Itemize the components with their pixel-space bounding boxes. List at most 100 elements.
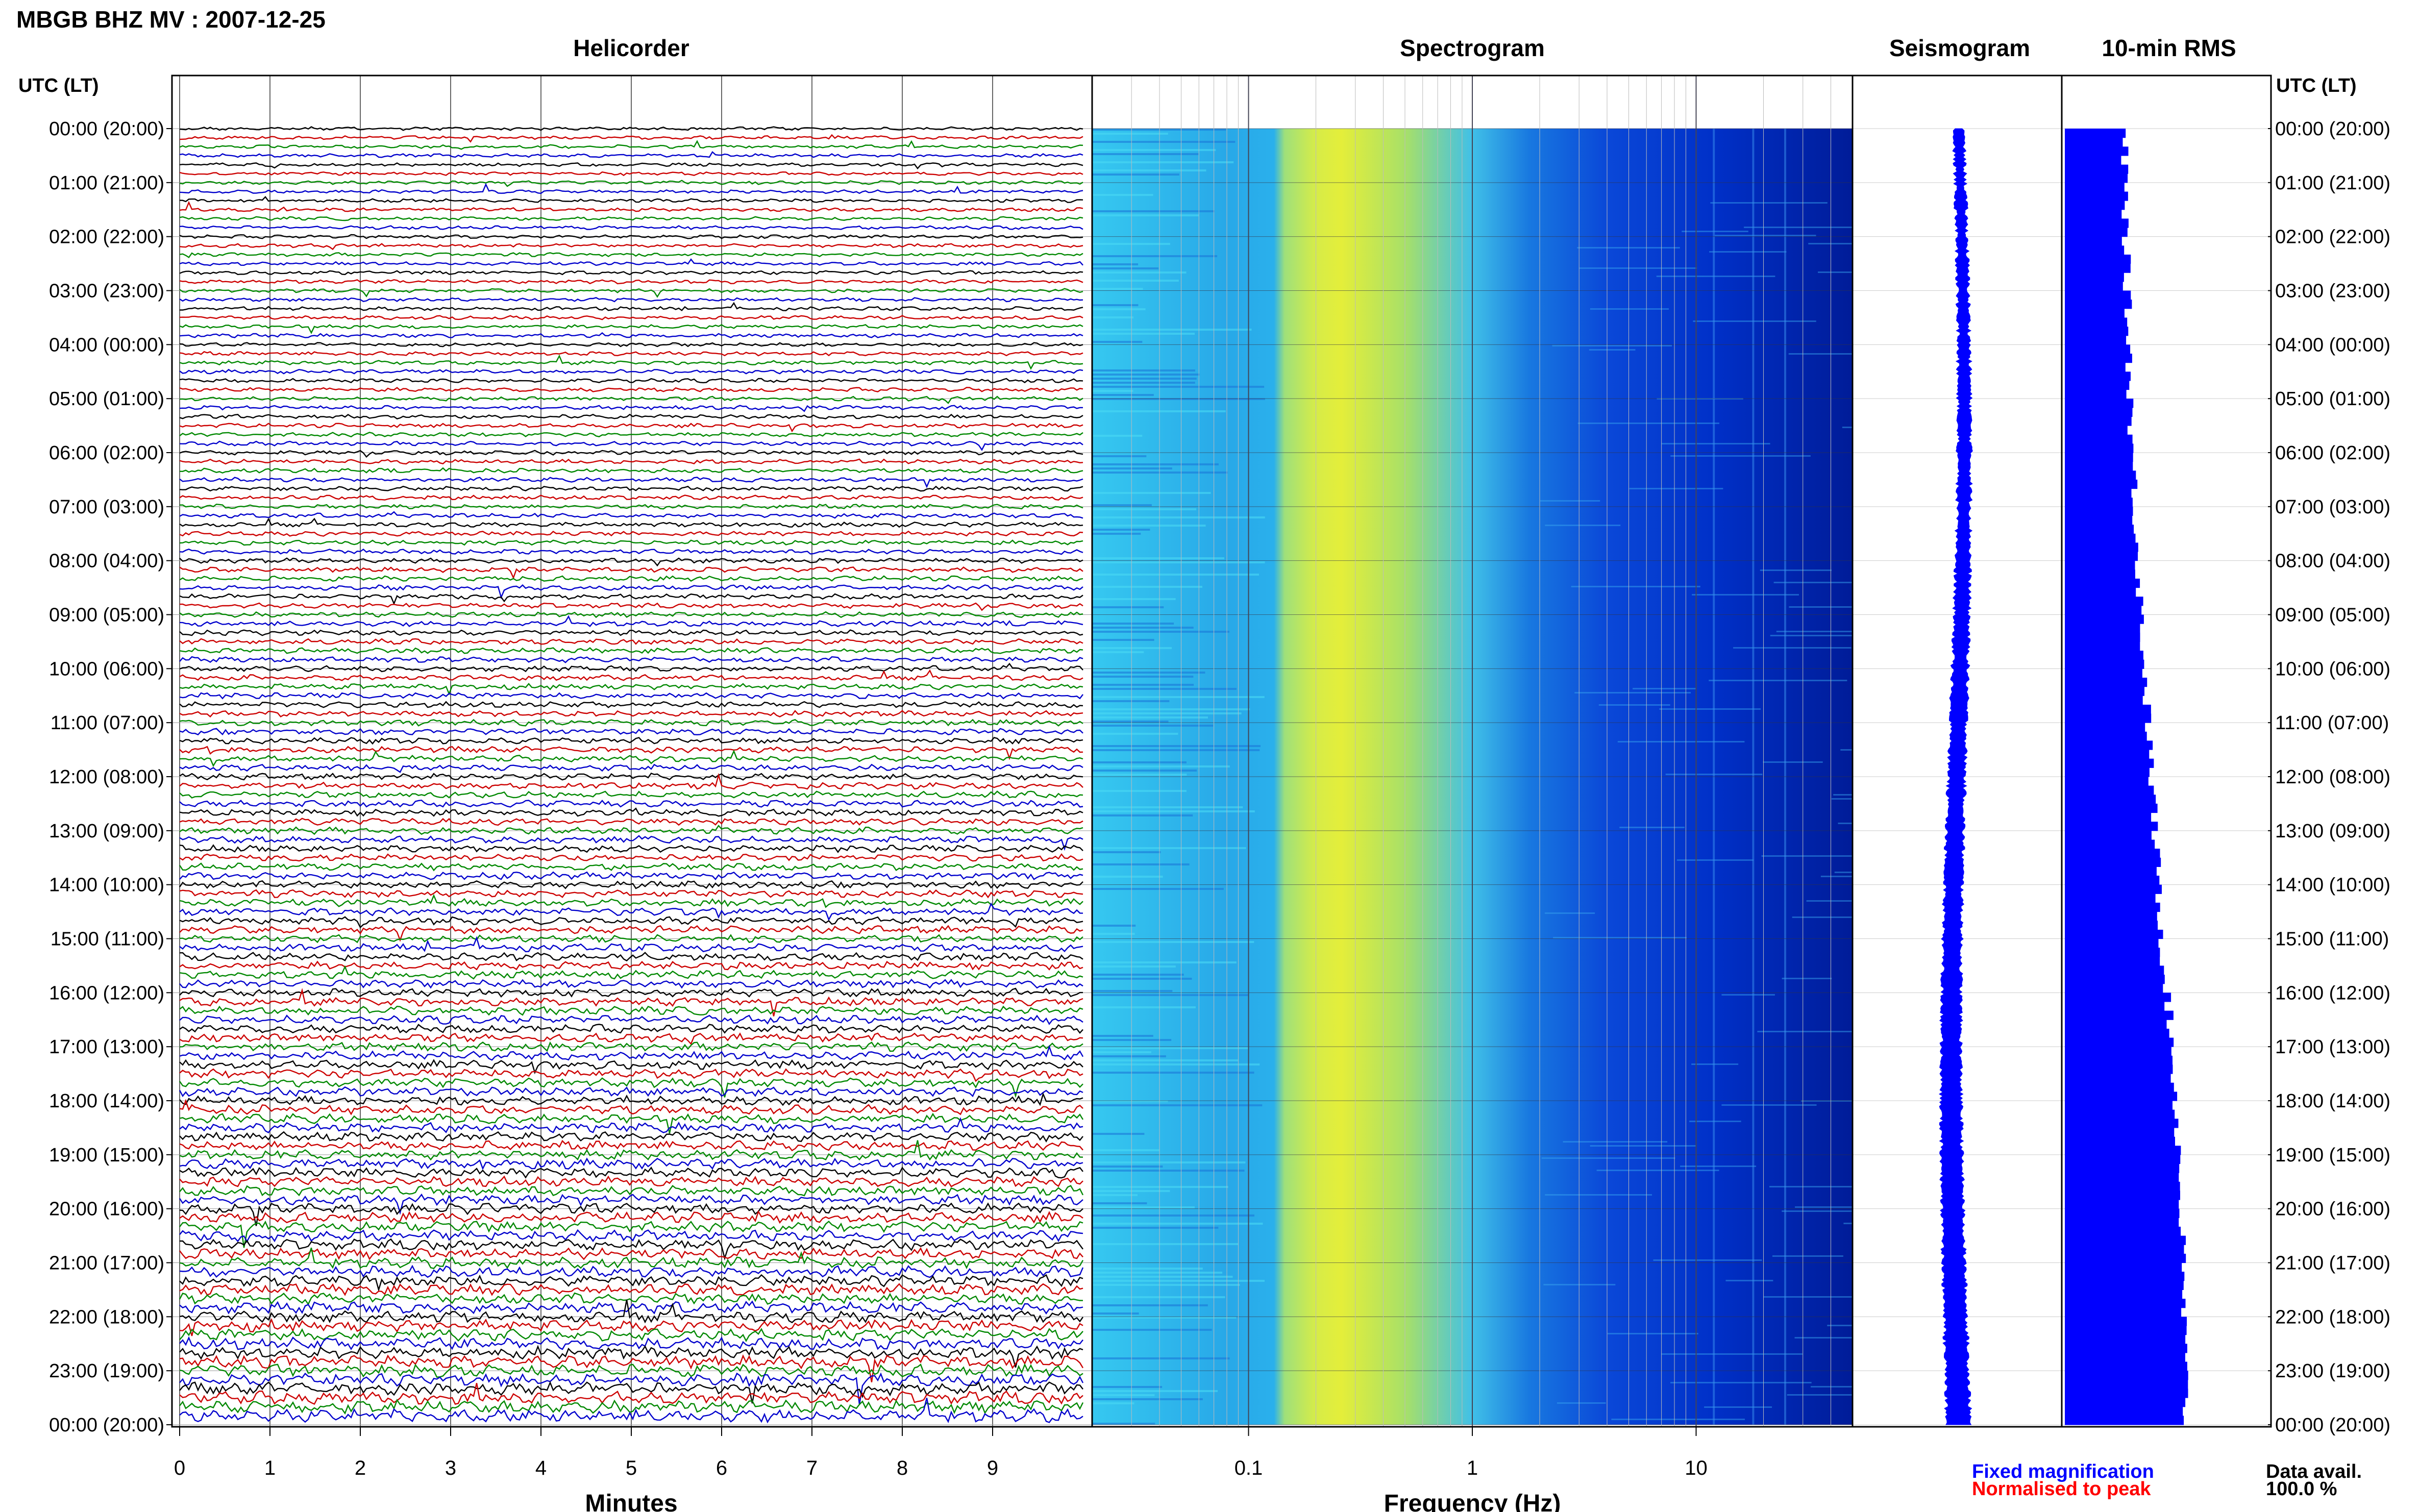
helicorder-trace: [179, 880, 1083, 889]
rms-bar: [2065, 948, 2160, 957]
spectrogram-noise-band: [1689, 1121, 1741, 1122]
figure-title: MBGB BHZ MV : 2007-12-25: [16, 6, 326, 33]
helicorder-trace: [179, 718, 1083, 727]
helicorder-trace: [179, 1131, 1083, 1143]
rms-bar: [2065, 668, 2142, 678]
spectrogram-noise-band: [1092, 1312, 1139, 1315]
helicorder-trace: [179, 749, 1083, 767]
rms-bar: [2065, 929, 2163, 939]
time-label-left: 16:00 (12:00): [49, 982, 164, 1004]
helicorder-trace: [179, 1117, 1083, 1133]
spectrogram-noise-band: [1693, 320, 1816, 322]
helicorder-trace: [179, 1005, 1083, 1016]
time-label-right: 04:00 (00:00): [2275, 334, 2390, 356]
helicorder-trace: [179, 1318, 1083, 1336]
seismogram-panel: [1852, 75, 2063, 1428]
helicorder-trace: [179, 1381, 1083, 1404]
spectrogram-noise-band: [1092, 1390, 1218, 1392]
rms-bar: [2065, 795, 2156, 804]
helicorder-xtick-label: 7: [806, 1457, 818, 1479]
helicorder-xtick-label: 6: [716, 1457, 727, 1479]
spectrogram-noise-band: [1834, 872, 1853, 873]
spectrogram-noise-band: [1794, 1337, 1853, 1339]
helicorder-panel: 0 1 2 3 4 5 6 7 8 9: [171, 75, 1093, 1479]
spectrogram-noise-band: [1590, 1145, 1697, 1147]
spectrogram-noise-band: [1092, 394, 1154, 396]
rms-bar: [2065, 902, 2160, 912]
spectrogram-noise-band: [1833, 794, 1853, 796]
time-label-left: 12:00 (08:00): [49, 766, 164, 788]
rms-bar: [2065, 201, 2125, 210]
spectrogram-noise-band: [1092, 639, 1154, 641]
helicorder-trace: [179, 1210, 1083, 1224]
rms-bar: [2065, 839, 2155, 849]
helicorder-xtick-label: 8: [897, 1457, 908, 1479]
helicorder-trace: [179, 557, 1083, 567]
helicorder-trace: [179, 324, 1083, 334]
rms-bar: [2065, 317, 2128, 327]
spectrogram-noise-band: [1092, 1006, 1196, 1008]
spectrogram-noise-band: [1092, 1329, 1212, 1331]
spectrogram-noise-band: [1818, 271, 1853, 273]
rms-bar: [2065, 876, 2160, 885]
rms-bar: [2065, 1379, 2188, 1389]
helicorder-trace: [179, 351, 1083, 357]
rms-bar: [2065, 290, 2131, 300]
rms-bar: [2065, 578, 2140, 588]
spectrogram-noise-band: [1092, 631, 1229, 633]
rms-bar: [2065, 1127, 2175, 1137]
helicorder-trace: [179, 701, 1083, 708]
spectrogram-noise-band: [1092, 1161, 1246, 1163]
rms-bar: [2065, 659, 2144, 669]
time-label-left: 01:00 (21:00): [49, 172, 164, 194]
rms-bar: [2065, 1344, 2187, 1353]
rms-bar: [2065, 1191, 2180, 1200]
spectrogram-noise-band: [1092, 1206, 1195, 1208]
helicorder-trace: [179, 432, 1083, 438]
helicorder-trace: [179, 494, 1083, 501]
spectrogram-noise-band: [1092, 606, 1164, 608]
spectrogram-noise-band: [1092, 169, 1206, 171]
spectrogram-noise-band: [1557, 1402, 1606, 1404]
rms-bar: [2065, 506, 2133, 516]
spectrogram-noise-band: [1092, 994, 1249, 996]
time-axis-label-right: UTC (LT): [2276, 75, 2357, 96]
spectrogram-noise-band: [1092, 1149, 1160, 1151]
spectrogram-noise-band: [1092, 1035, 1153, 1037]
spectrogram-noise-band: [1092, 925, 1136, 927]
rms-bar: [2065, 597, 2143, 606]
time-label-left: 17:00 (13:00): [49, 1036, 164, 1058]
spectrogram-noise-band: [1545, 1194, 1652, 1196]
helicorder-trace: [179, 1059, 1083, 1075]
rms-bar: [2065, 1074, 2171, 1083]
rms-bar: [2065, 407, 2133, 417]
spectrogram-noise-band: [1092, 467, 1172, 469]
helicorder-trace: [179, 1300, 1083, 1315]
helicorder-trace: [179, 773, 1083, 781]
rms-bar: [2065, 1226, 2181, 1236]
time-label-left: 04:00 (00:00): [49, 334, 164, 356]
time-label-left: 08:00 (04:00): [49, 551, 164, 572]
spectrogram-noise-band: [1092, 1059, 1239, 1061]
spectrogram-noise-band: [1092, 1423, 1155, 1425]
spectrogram-noise-band: [1092, 1227, 1219, 1229]
spectrogram-noise-band: [1092, 1394, 1155, 1396]
helicorder-trace: [179, 1086, 1083, 1098]
rms-bar: [2065, 209, 2122, 219]
rms-bar: [2065, 704, 2151, 714]
helicorder-trace: [179, 258, 1083, 266]
spectrogram-noise-band: [1763, 1296, 1853, 1298]
spectrogram-noise-band: [1092, 1268, 1203, 1270]
spectrogram-noise-band: [1092, 598, 1176, 600]
time-label-left: 00:00 (20:00): [49, 118, 164, 140]
helicorder-trace: [180, 1238, 1083, 1261]
helicorder-trace: [179, 835, 1083, 851]
helicorder-xtick-label: 4: [535, 1457, 547, 1479]
spectrogram-noise-band: [1811, 1386, 1853, 1387]
helicorder-xtick-label: 2: [355, 1457, 366, 1479]
time-label-left: 03:00 (23:00): [49, 281, 164, 302]
spectrogram-noise-band: [1092, 378, 1197, 380]
time-label-left: 20:00 (16:00): [49, 1199, 164, 1220]
spectrogram-noise-band: [1589, 349, 1636, 351]
spectrogram-noise-band: [1092, 688, 1237, 690]
